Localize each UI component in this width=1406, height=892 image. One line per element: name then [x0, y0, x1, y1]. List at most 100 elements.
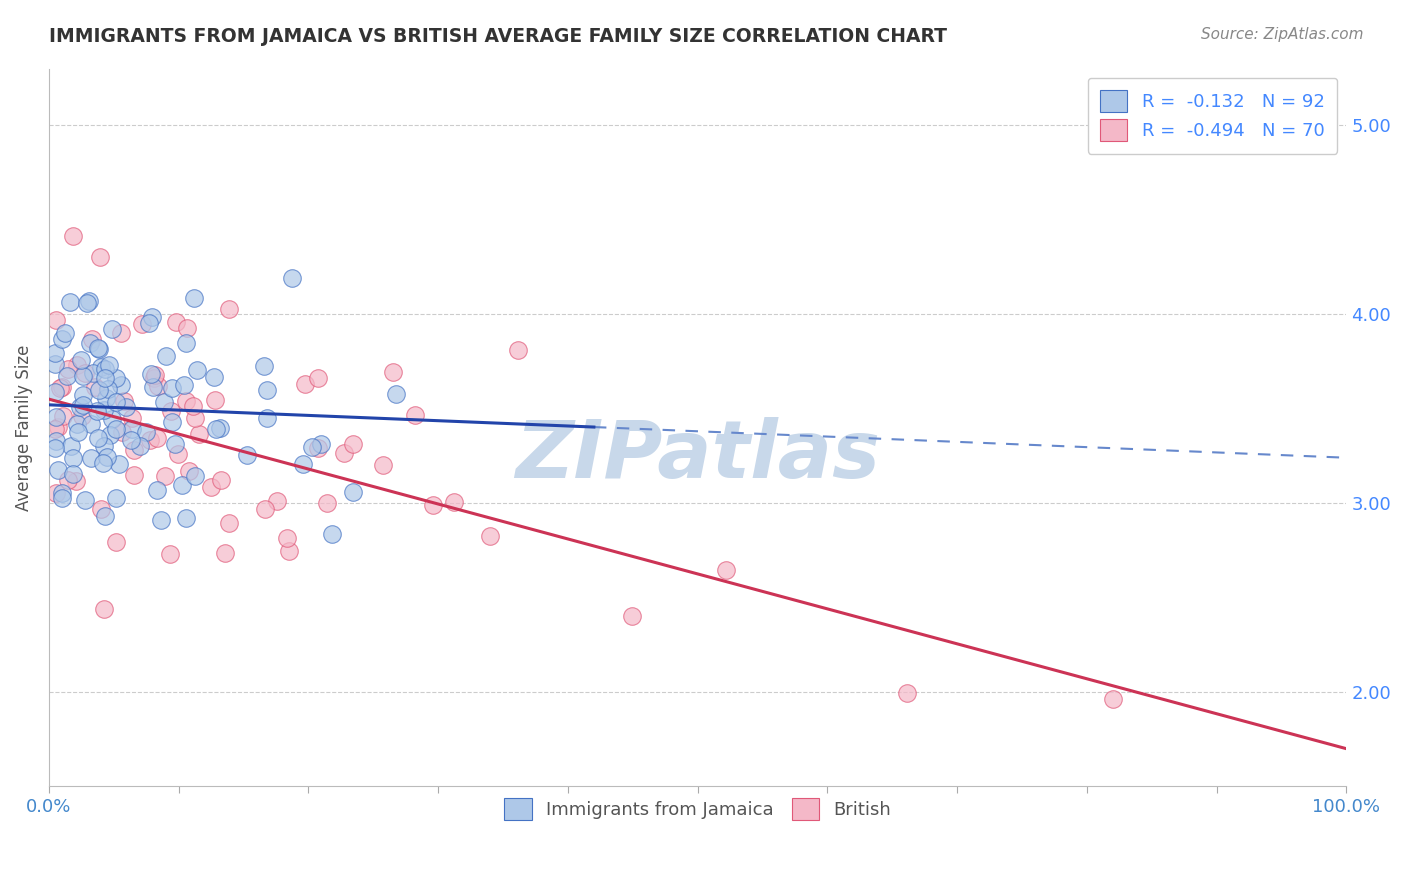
- Point: [112, 394, 135, 409]
- Point: [142, 379, 165, 393]
- Point: [51, 380, 73, 394]
- Point: [59, 439, 82, 453]
- Point: [98, 358, 121, 372]
- Point: [62, 467, 84, 481]
- Point: [404, 408, 426, 422]
- Point: [80, 333, 103, 347]
- Point: [51, 332, 73, 346]
- Point: [160, 415, 183, 429]
- Point: [51, 491, 73, 506]
- Point: [342, 485, 364, 500]
- Point: [218, 516, 240, 531]
- Point: [122, 442, 145, 457]
- Point: [96, 391, 118, 405]
- Point: [105, 395, 128, 409]
- Text: Source: ZipAtlas.com: Source: ZipAtlas.com: [1201, 27, 1364, 42]
- Point: [179, 464, 201, 478]
- Point: [218, 301, 240, 316]
- Point: [139, 367, 162, 381]
- Point: [321, 527, 343, 541]
- Point: [443, 495, 465, 509]
- Point: [153, 468, 176, 483]
- Point: [214, 546, 236, 560]
- Point: [174, 336, 197, 351]
- Point: [45, 312, 67, 326]
- Point: [44, 357, 66, 371]
- Point: [146, 378, 169, 392]
- Point: [70, 353, 93, 368]
- Point: [184, 411, 207, 425]
- Point: [62, 229, 84, 244]
- Point: [142, 371, 165, 385]
- Point: [176, 511, 198, 525]
- Point: [46, 463, 69, 477]
- Point: [382, 365, 405, 379]
- Point: [256, 411, 278, 425]
- Point: [56, 369, 79, 384]
- Point: [371, 458, 394, 472]
- Point: [143, 368, 166, 382]
- Point: [253, 359, 276, 374]
- Point: [76, 295, 98, 310]
- Point: [97, 382, 120, 396]
- Point: [45, 486, 67, 500]
- Point: [62, 451, 84, 466]
- Point: [186, 363, 208, 377]
- Point: [301, 440, 323, 454]
- Point: [209, 473, 232, 487]
- Point: [153, 394, 176, 409]
- Point: [98, 428, 121, 442]
- Point: [165, 315, 187, 329]
- Point: [176, 320, 198, 334]
- Point: [45, 434, 67, 448]
- Point: [79, 335, 101, 350]
- Point: [90, 502, 112, 516]
- Point: [66, 358, 89, 372]
- Legend: Immigrants from Jamaica, British: Immigrants from Jamaica, British: [491, 784, 905, 835]
- Point: [506, 343, 529, 357]
- Point: [163, 437, 186, 451]
- Point: [342, 437, 364, 451]
- Point: [292, 458, 315, 472]
- Point: [129, 439, 152, 453]
- Point: [184, 468, 207, 483]
- Point: [200, 480, 222, 494]
- Point: [278, 544, 301, 558]
- Point: [159, 547, 181, 561]
- Point: [49, 381, 72, 395]
- Point: [94, 371, 117, 385]
- Point: [204, 393, 226, 408]
- Point: [716, 563, 738, 577]
- Point: [96, 450, 118, 464]
- Point: [307, 371, 329, 385]
- Point: [93, 439, 115, 453]
- Point: [1102, 692, 1125, 706]
- Point: [45, 409, 67, 424]
- Point: [110, 378, 132, 392]
- Point: [122, 467, 145, 482]
- Point: [187, 426, 209, 441]
- Point: [146, 483, 169, 497]
- Point: [167, 447, 190, 461]
- Point: [311, 437, 333, 451]
- Point: [56, 361, 79, 376]
- Text: IMMIGRANTS FROM JAMAICA VS BRITISH AVERAGE FAMILY SIZE CORRELATION CHART: IMMIGRANTS FROM JAMAICA VS BRITISH AVERA…: [49, 27, 948, 45]
- Point: [72, 388, 94, 402]
- Point: [94, 361, 117, 376]
- Point: [77, 293, 100, 308]
- Point: [205, 422, 228, 436]
- Point: [281, 271, 304, 285]
- Point: [174, 394, 197, 409]
- Point: [209, 421, 232, 435]
- Point: [105, 491, 128, 505]
- Point: [93, 403, 115, 417]
- Point: [105, 534, 128, 549]
- Point: [183, 291, 205, 305]
- Point: [86, 404, 108, 418]
- Point: [146, 431, 169, 445]
- Point: [256, 383, 278, 397]
- Point: [55, 326, 77, 340]
- Point: [173, 378, 195, 392]
- Point: [120, 434, 142, 448]
- Point: [84, 380, 107, 394]
